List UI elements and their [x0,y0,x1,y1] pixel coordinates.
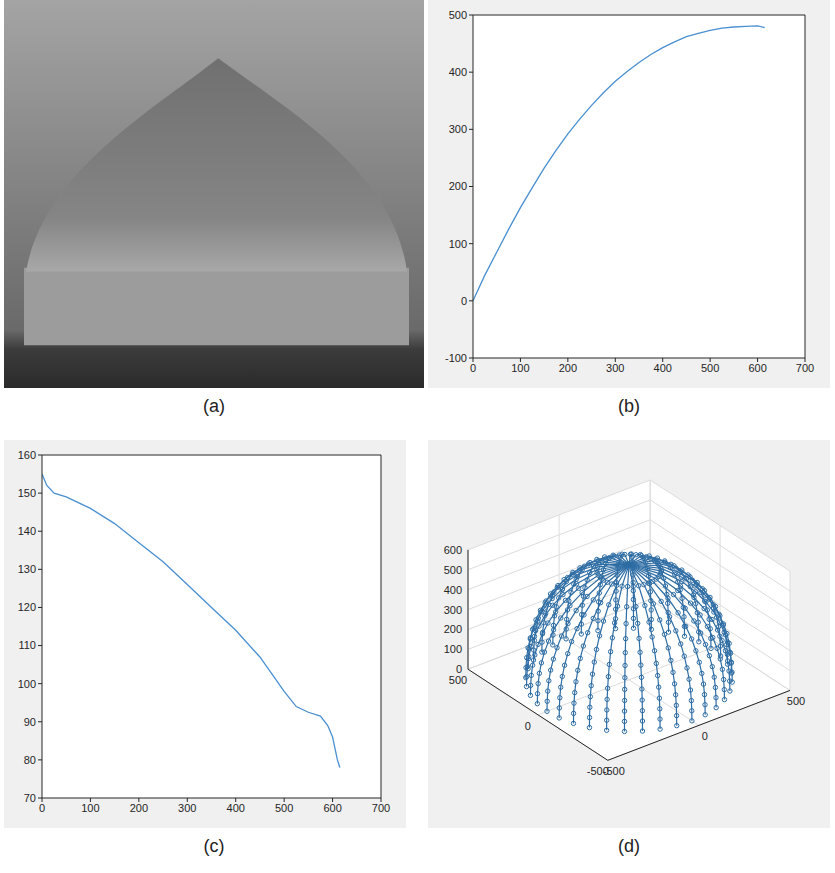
svg-text:200: 200 [130,802,148,814]
svg-text:130: 130 [18,563,36,575]
html-text:(d): (d) [618,836,640,856]
html-text:(a): (a) [203,396,225,416]
svg-text:100: 100 [81,802,99,814]
svg-text:0: 0 [455,663,462,676]
svg-text:600: 600 [323,802,341,814]
svg-text:200: 200 [449,180,467,192]
svg-text:500: 500 [449,9,467,21]
svg-text:500: 500 [701,362,719,374]
svg-text:100: 100 [511,362,529,374]
svg-text:-500: -500 [587,765,609,777]
svg-text:70: 70 [24,792,36,804]
svg-text:0: 0 [470,362,476,374]
html-text:(c): (c) [203,836,225,856]
svg-text:500: 500 [449,674,467,686]
svg-text:0: 0 [461,295,467,307]
svg-text:400: 400 [654,362,672,374]
html-text:(b): (b) [618,396,640,416]
svg-text:100: 100 [444,643,462,655]
svg-text:100: 100 [449,238,467,250]
svg-text:110: 110 [18,639,36,651]
svg-text:400: 400 [449,66,467,78]
svg-text:160: 160 [18,449,36,461]
svg-text:140: 140 [18,525,36,537]
svg-text:-100: -100 [445,352,467,364]
svg-text:0: 0 [39,802,45,814]
svg-text:200: 200 [559,362,577,374]
svg-text:700: 700 [372,802,390,814]
svg-text:400: 400 [227,802,245,814]
svg-text:120: 120 [18,601,36,613]
svg-text:0: 0 [702,730,708,742]
svg-text:150: 150 [18,487,36,499]
svg-text:0: 0 [525,720,531,732]
svg-text:600: 600 [748,362,766,374]
svg-text:300: 300 [449,123,467,135]
svg-text:90: 90 [24,716,36,728]
svg-text:200: 200 [444,623,462,635]
svg-text:500: 500 [787,695,805,707]
svg-text:500: 500 [444,564,462,576]
svg-text:300: 300 [444,604,462,616]
svg-text:-500: -500 [602,765,625,778]
svg-text:600: 600 [444,544,462,556]
svg-text:500: 500 [275,802,293,814]
svg-text:400: 400 [444,584,462,596]
svg-text:300: 300 [606,362,624,374]
svg-text:80: 80 [24,754,36,766]
svg-text:700: 700 [796,362,814,374]
svg-text:300: 300 [178,802,196,814]
svg-text:100: 100 [18,678,36,690]
